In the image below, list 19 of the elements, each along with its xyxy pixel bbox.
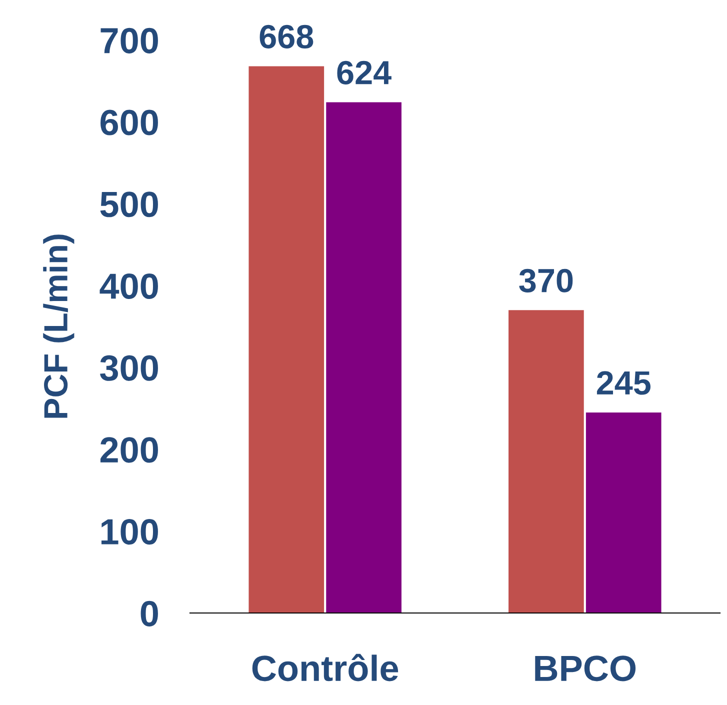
y-tick-label: 700 — [100, 28, 158, 54]
bar — [326, 102, 402, 613]
y-tick-label: 400 — [100, 273, 158, 300]
data-label: 668 — [260, 24, 314, 48]
y-tick-label: 100 — [101, 519, 158, 545]
bar — [586, 412, 662, 613]
data-label: 245 — [596, 371, 650, 395]
data-label: 624 — [337, 60, 392, 85]
data-label: 370 — [519, 268, 573, 292]
y-tick-label: 600 — [100, 110, 158, 136]
bar — [508, 310, 584, 613]
x-tick-label: BPCO — [535, 656, 636, 682]
y-axis-title: PCF (L/min) — [43, 234, 74, 418]
y-tick-label: 500 — [100, 192, 158, 218]
x-tick-label: Contrôle — [252, 654, 398, 682]
y-tick-label: 0 — [140, 600, 158, 626]
y-tick-label: 200 — [100, 437, 158, 463]
bar — [248, 66, 324, 613]
y-tick-label: 300 — [100, 355, 158, 381]
